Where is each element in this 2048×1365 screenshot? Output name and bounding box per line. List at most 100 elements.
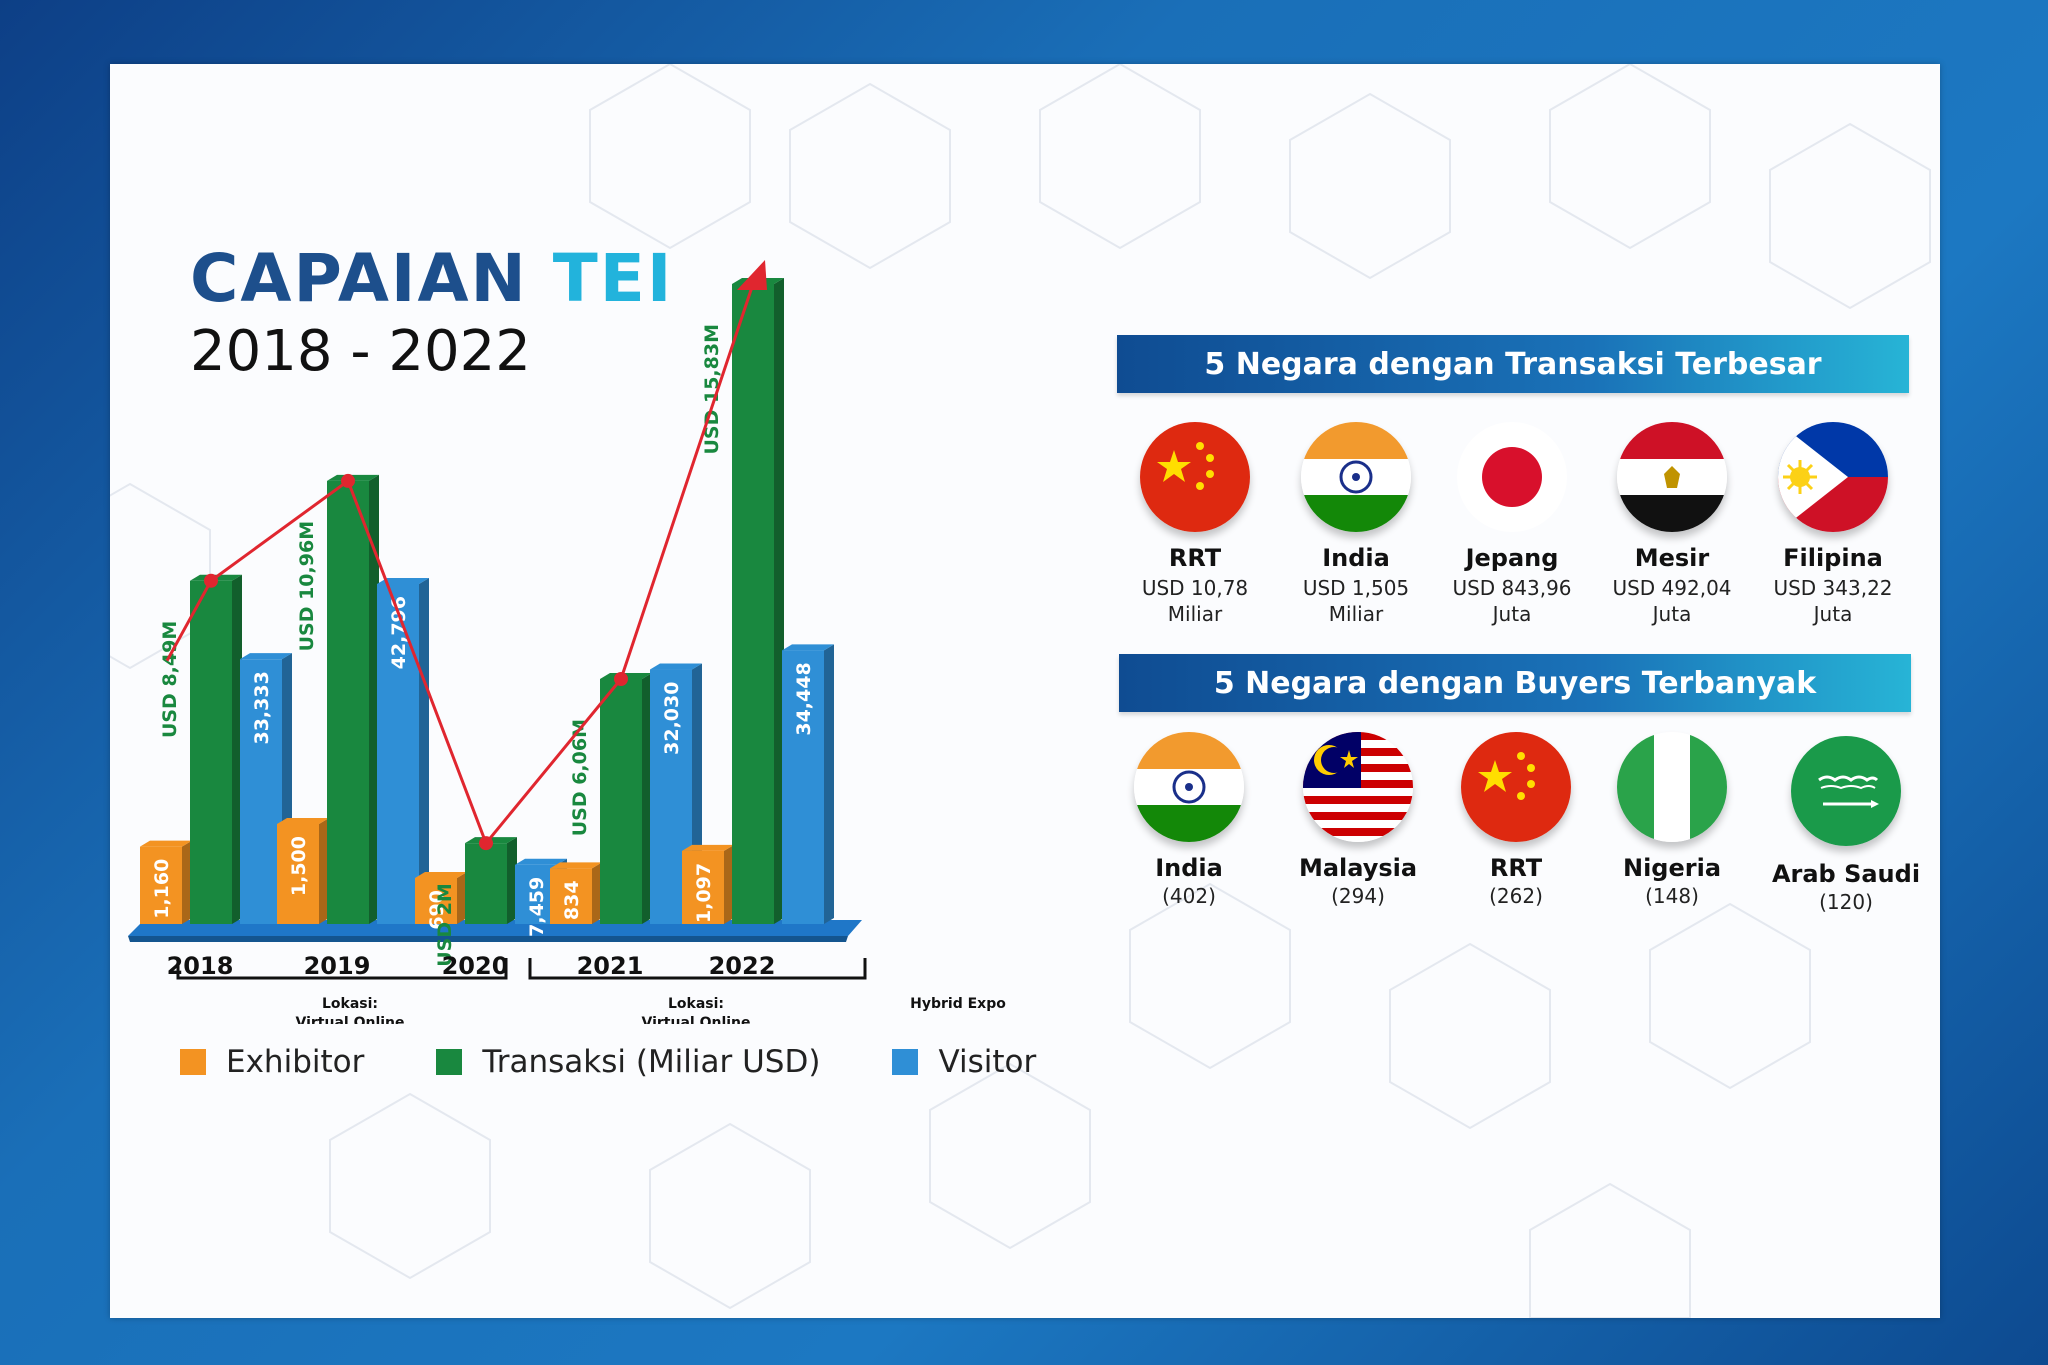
- buyers-country-count: (120): [1819, 890, 1873, 914]
- transaksi-country-unit: Miliar: [1167, 602, 1223, 626]
- bar-side: [824, 644, 834, 924]
- philippines-flag-icon: [1778, 422, 1888, 532]
- hexagon-pattern-background: [110, 64, 1931, 1318]
- transaksi-country-value: USD 343,22: [1773, 576, 1893, 600]
- group-label: Virtual Online: [296, 1015, 405, 1024]
- trend-point: [614, 671, 628, 686]
- chart-floor-edge: [128, 936, 848, 942]
- bar-side: [592, 862, 602, 924]
- nigeria-flag-icon: [1617, 732, 1727, 842]
- x-tick-label: 2021: [577, 952, 644, 980]
- data-label-transaksi: USD 2M: [434, 883, 456, 967]
- group-bracket: [528, 958, 867, 980]
- bar-top: [277, 818, 329, 824]
- bar-side: [319, 818, 329, 924]
- transaksi-country-unit: Miliar: [1328, 602, 1384, 626]
- bar-top: [782, 644, 834, 651]
- legend-swatch-visitor: [892, 1049, 919, 1075]
- trend-arrow-head: [737, 260, 767, 290]
- group-label: Virtual Online: [642, 1015, 751, 1024]
- data-label-visitor: 7,459: [526, 877, 548, 937]
- buyers-country-name: Malaysia: [1298, 854, 1418, 882]
- bar-top: [515, 858, 567, 865]
- bar-side: [369, 474, 379, 924]
- x-tick-label: 2019: [304, 952, 371, 980]
- bar-side: [419, 578, 429, 924]
- data-label-exhibitor: 690: [426, 890, 448, 930]
- china-flag-icon: [1140, 422, 1250, 532]
- bar-side: [642, 672, 652, 924]
- bar-top: [140, 840, 192, 847]
- chart-legend: Exhibitor Transaksi (Miliar USD) Visitor: [180, 1044, 1036, 1080]
- data-label-exhibitor: 1,097: [693, 863, 715, 923]
- legend-swatch-transaksi: [436, 1049, 463, 1075]
- data-label-exhibitor: 1,160: [151, 859, 173, 919]
- data-label-visitor: 32,030: [661, 682, 683, 755]
- india-flag-icon: [1301, 422, 1411, 532]
- trend-point: [204, 573, 218, 588]
- transaksi-country-unit: Juta: [1492, 602, 1532, 626]
- bar-top: [415, 872, 467, 878]
- saudi-flag-icon: [1791, 736, 1901, 846]
- buyers-country-count: (262): [1489, 884, 1543, 908]
- bar-side: [774, 278, 784, 924]
- trend-point: [479, 836, 493, 851]
- transaksi-country-value: USD 843,96: [1452, 576, 1572, 600]
- transaksi-country-unit: Juta: [1813, 602, 1853, 626]
- buyers-country-name: Arab Saudi: [1771, 860, 1921, 888]
- data-label-exhibitor: 834: [561, 880, 583, 920]
- page-title: CAPAIAN TEI: [190, 240, 673, 317]
- transaksi-country-name: Filipina: [1783, 544, 1883, 572]
- bar-side: [182, 840, 192, 924]
- page-subtitle: 2018 - 2022: [190, 319, 531, 384]
- bar-visitor: [240, 659, 282, 924]
- data-label-transaksi: USD 8,49M: [159, 621, 181, 738]
- transaksi-country-value: USD 492,04: [1612, 576, 1732, 600]
- bar-visitor: [377, 584, 419, 924]
- title-main: CAPAIAN: [190, 240, 528, 317]
- bar-exhibitor: [140, 846, 182, 924]
- bar-side: [232, 574, 242, 924]
- bar-top: [650, 663, 702, 670]
- legend-label-transaksi: Transaksi (Miliar USD): [482, 1044, 821, 1080]
- group-label: Lokasi:: [322, 996, 378, 1012]
- data-label-transaksi: USD 15,83M: [701, 324, 723, 455]
- china-flag-icon: [1461, 732, 1571, 842]
- legend-label-exhibitor: Exhibitor: [226, 1044, 365, 1080]
- malaysia-flag-icon: [1303, 732, 1413, 842]
- transaksi-section-header: 5 Negara dengan Transaksi Terbesar: [1117, 335, 1909, 393]
- bar-side: [457, 872, 467, 924]
- data-label-exhibitor: 1,500: [288, 836, 310, 896]
- bar-exhibitor: [682, 850, 724, 924]
- data-label-visitor: 34,448: [793, 662, 815, 735]
- bar-top: [240, 653, 292, 660]
- buyers-country-count: (294): [1331, 884, 1385, 908]
- bar-transaksi: [190, 580, 232, 924]
- buyers-country-count: (148): [1645, 884, 1699, 908]
- buyers-country-name: Nigeria: [1622, 854, 1722, 882]
- transaksi-country-name: India: [1322, 544, 1390, 572]
- bar-transaksi: [327, 480, 369, 924]
- x-tick-label: 2020: [442, 952, 509, 980]
- buyers-section-header: 5 Negara dengan Buyers Terbanyak: [1119, 654, 1911, 712]
- data-label-transaksi: USD 6,06M: [569, 719, 591, 836]
- transaksi-country-unit: Juta: [1652, 602, 1692, 626]
- bar-exhibitor: [415, 878, 457, 924]
- legend-label-visitor: Visitor: [938, 1044, 1037, 1080]
- buyers-country-name: RRT: [1489, 854, 1543, 882]
- buyers-country-name: India: [1155, 854, 1223, 882]
- data-label-transaksi: USD 10,96M: [296, 521, 318, 652]
- group-label: Hybrid Expo: [910, 996, 1006, 1012]
- content-panel: CAPAIAN TEI 2018 - 2022 1,160 USD 8,49M 33…: [110, 64, 1940, 1318]
- bar-transaksi: [600, 678, 642, 924]
- bar-side: [724, 844, 734, 924]
- data-label-visitor: 33,333: [251, 671, 273, 744]
- buyers-country-count: (402): [1162, 884, 1216, 908]
- trend-line: [165, 283, 755, 847]
- bar-visitor: [782, 650, 824, 924]
- india-flag-icon: [1134, 732, 1244, 842]
- legend-item-exhibitor: Exhibitor: [180, 1044, 364, 1080]
- title-accent: TEI: [552, 240, 674, 317]
- bar-transaksi: [732, 284, 774, 924]
